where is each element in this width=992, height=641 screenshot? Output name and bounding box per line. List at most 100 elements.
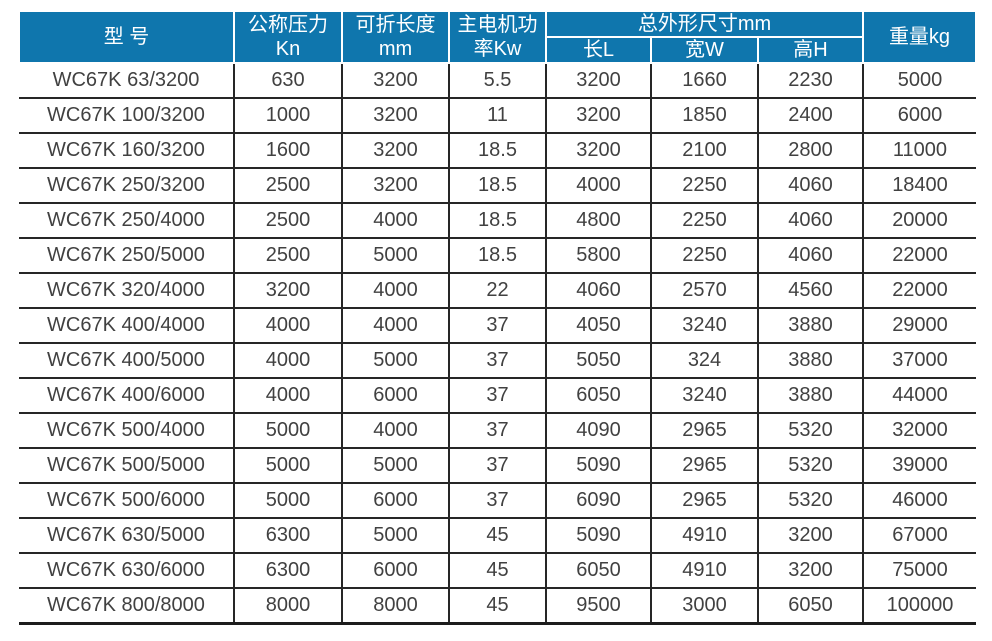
value-cell: 3200 bbox=[757, 518, 863, 554]
value-cell: 4910 bbox=[650, 553, 758, 589]
value-cell: 4000 bbox=[233, 343, 342, 379]
model-cell: WC67K 250/3200 bbox=[19, 168, 234, 204]
value-cell: 4000 bbox=[341, 413, 449, 449]
value-cell: 3880 bbox=[757, 308, 863, 344]
value-cell: 45 bbox=[448, 518, 546, 554]
value-cell: 6000 bbox=[341, 553, 449, 589]
col-dim-width-label: 宽W bbox=[685, 39, 724, 61]
value-cell: 37 bbox=[448, 413, 546, 449]
value-cell: 4060 bbox=[545, 273, 651, 309]
col-model-label: 型 号 bbox=[103, 26, 150, 48]
model-cell: WC67K 100/3200 bbox=[19, 98, 234, 134]
value-cell: 2250 bbox=[650, 168, 758, 204]
spec-table-body: WC67K 63/3200 630 3200 5.5 3200 1660 2230 5000 W… bbox=[19, 63, 976, 625]
value-cell: 2400 bbox=[757, 98, 863, 134]
value-cell: 5000 bbox=[341, 343, 449, 379]
col-weight-label: 重量kg bbox=[888, 26, 951, 48]
value-cell: 18.5 bbox=[448, 238, 546, 274]
value-cell: 20000 bbox=[862, 203, 976, 239]
value-cell: 11000 bbox=[862, 133, 976, 169]
value-cell: 9500 bbox=[545, 588, 651, 625]
col-dim-height: 高H bbox=[757, 36, 864, 64]
value-cell: 37 bbox=[448, 448, 546, 484]
value-cell: 3880 bbox=[757, 378, 863, 414]
value-cell: 6050 bbox=[545, 378, 651, 414]
value-cell: 39000 bbox=[862, 448, 976, 484]
model-cell: WC67K 500/6000 bbox=[19, 483, 234, 519]
value-cell: 630 bbox=[233, 63, 342, 99]
value-cell: 5000 bbox=[233, 413, 342, 449]
value-cell: 1660 bbox=[650, 63, 758, 99]
value-cell: 4000 bbox=[341, 273, 449, 309]
value-cell: 5000 bbox=[233, 448, 342, 484]
model-cell: WC67K 400/6000 bbox=[19, 378, 234, 414]
table-row: WC67K 500/5000 5000 5000 37 5090 2965 5320 3900… bbox=[19, 448, 976, 484]
value-cell: 324 bbox=[650, 343, 758, 379]
model-cell: WC67K 320/4000 bbox=[19, 273, 234, 309]
value-cell: 5090 bbox=[545, 518, 651, 554]
table-row: WC67K 250/3200 2500 3200 18.5 4000 2250 4060 18… bbox=[19, 168, 976, 204]
value-cell: 46000 bbox=[862, 483, 976, 519]
value-cell: 67000 bbox=[862, 518, 976, 554]
value-cell: 5090 bbox=[545, 448, 651, 484]
value-cell: 3200 bbox=[545, 98, 651, 134]
value-cell: 37000 bbox=[862, 343, 976, 379]
value-cell: 2250 bbox=[650, 238, 758, 274]
value-cell: 3240 bbox=[650, 308, 758, 344]
value-cell: 4060 bbox=[757, 238, 863, 274]
value-cell: 100000 bbox=[862, 588, 976, 625]
table-row: WC67K 100/3200 1000 3200 11 3200 1850 2400 6000 bbox=[19, 98, 976, 134]
value-cell: 45 bbox=[448, 588, 546, 625]
header-row-top: 型 号 公称压力 Kn 可折长度 mm 主电机功 率Kw 总外形尺寸mm bbox=[18, 10, 977, 64]
value-cell: 18400 bbox=[862, 168, 976, 204]
table-row: WC67K 500/4000 5000 4000 37 4090 2965 5320 3200… bbox=[19, 413, 976, 449]
col-motor-power: 主电机功 率Kw bbox=[448, 10, 547, 64]
col-dim-length: 长L bbox=[545, 36, 652, 64]
value-cell: 75000 bbox=[862, 553, 976, 589]
value-cell: 5000 bbox=[341, 518, 449, 554]
value-cell: 5000 bbox=[862, 63, 976, 99]
value-cell: 4060 bbox=[757, 168, 863, 204]
value-cell: 44000 bbox=[862, 378, 976, 414]
table-row: WC67K 250/5000 2500 5000 18.5 5800 2250 4060 22… bbox=[19, 238, 976, 274]
value-cell: 6000 bbox=[862, 98, 976, 134]
col-fold-length: 可折长度 mm bbox=[341, 10, 450, 64]
model-cell: WC67K 400/4000 bbox=[19, 308, 234, 344]
col-fold-length-label-line2: mm bbox=[378, 38, 413, 60]
value-cell: 2230 bbox=[757, 63, 863, 99]
value-cell: 8000 bbox=[233, 588, 342, 625]
spec-table-header: 型 号 公称压力 Kn 可折长度 mm 主电机功 率Kw 总外形尺寸mm bbox=[18, 10, 977, 64]
header-row-sub: 长L 宽W 高H bbox=[19, 36, 976, 64]
value-cell: 3200 bbox=[233, 273, 342, 309]
value-cell: 2500 bbox=[233, 168, 342, 204]
col-dim-width: 宽W bbox=[650, 36, 759, 64]
value-cell: 1000 bbox=[233, 98, 342, 134]
value-cell: 22 bbox=[448, 273, 546, 309]
value-cell: 2965 bbox=[650, 413, 758, 449]
model-cell: WC67K 400/5000 bbox=[19, 343, 234, 379]
model-cell: WC67K 630/6000 bbox=[19, 553, 234, 589]
value-cell: 5000 bbox=[341, 448, 449, 484]
model-cell: WC67K 630/5000 bbox=[19, 518, 234, 554]
value-cell: 2250 bbox=[650, 203, 758, 239]
spec-table-container: 型 号 公称压力 Kn 可折长度 mm 主电机功 率Kw 总外形尺寸mm bbox=[18, 10, 977, 625]
value-cell: 4560 bbox=[757, 273, 863, 309]
col-dimensions-group-label: 总外形尺寸mm bbox=[637, 13, 772, 35]
table-row: WC67K 800/8000 8000 8000 45 9500 3000 6050 1000… bbox=[19, 588, 976, 625]
col-pressure-label-line2: Kn bbox=[275, 38, 301, 60]
value-cell: 1850 bbox=[650, 98, 758, 134]
value-cell: 5000 bbox=[341, 238, 449, 274]
table-row: WC67K 630/5000 6300 5000 45 5090 4910 3200 6700… bbox=[19, 518, 976, 554]
value-cell: 6050 bbox=[757, 588, 863, 625]
value-cell: 2500 bbox=[233, 238, 342, 274]
value-cell: 11 bbox=[448, 98, 546, 134]
value-cell: 5320 bbox=[757, 413, 863, 449]
col-dim-length-label: 长L bbox=[582, 39, 615, 61]
value-cell: 4090 bbox=[545, 413, 651, 449]
table-row: WC67K 400/4000 4000 4000 37 4050 3240 3880 2900… bbox=[19, 308, 976, 344]
value-cell: 4910 bbox=[650, 518, 758, 554]
value-cell: 29000 bbox=[862, 308, 976, 344]
value-cell: 37 bbox=[448, 378, 546, 414]
value-cell: 6300 bbox=[233, 518, 342, 554]
value-cell: 8000 bbox=[341, 588, 449, 625]
